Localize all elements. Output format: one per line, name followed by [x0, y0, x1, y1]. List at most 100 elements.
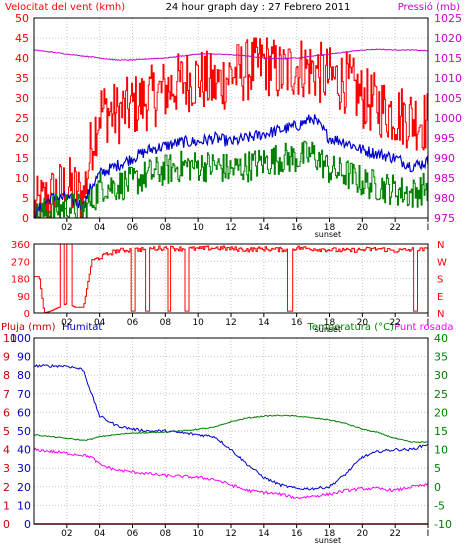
- direction-y-tick-label: 360: [11, 240, 30, 251]
- temperature-y-tick-label: -5: [434, 499, 445, 512]
- direction-x-tick-label: 14: [258, 318, 270, 328]
- temperature-y-tick-label: 35: [434, 351, 448, 364]
- direction-y-tick-label: 90: [17, 292, 30, 303]
- rain-y-tick-label: 0: [3, 518, 10, 531]
- temperature-y-tick-label: 0: [434, 481, 441, 494]
- wind-y-tick-label: 45: [15, 32, 29, 45]
- wind-x-tick-label: 22: [389, 223, 400, 233]
- direction-x-tick-label: I: [427, 318, 430, 328]
- humidity-line: [33, 363, 429, 491]
- rain-axis-title: Pluja (mm): [1, 322, 56, 333]
- temperature-y-tick-label: 25: [434, 388, 448, 401]
- temperature-y-tick-label: 20: [434, 406, 448, 419]
- humidity-y-tick-label: 100: [10, 332, 31, 345]
- humidity-y-tick-label: 50: [17, 425, 31, 438]
- wind-y-tick-label: 15: [15, 152, 29, 165]
- wind-y-tick-label: 25: [15, 112, 29, 125]
- temperature-y-tick-label: 5: [434, 462, 441, 475]
- temperature-y-tick-label: 10: [434, 444, 448, 457]
- climate-x-tick-label: 20: [357, 529, 369, 539]
- climate-x-tick-label: I: [427, 529, 430, 539]
- temperature-line: [33, 414, 429, 444]
- compass-label: S: [437, 275, 443, 286]
- wind-y-tick-label: 0: [22, 212, 29, 225]
- climate-x-tick-label: 14: [258, 529, 270, 539]
- direction-x-tick-label: 18: [324, 318, 336, 328]
- rain-y-tick-label: 5: [3, 425, 10, 438]
- pressure-y-tick-label: 1010: [434, 72, 462, 85]
- wind-gust-line: [34, 37, 429, 219]
- wind-average-line: [33, 114, 429, 219]
- chart-title: 24 hour graph day : 27 Febrero 2011: [166, 2, 351, 13]
- pressure-y-tick-label: 990: [434, 152, 455, 165]
- direction-y-tick-label: 180: [11, 275, 30, 286]
- humidity-y-tick-label: 70: [17, 388, 31, 401]
- direction-y-tick-label: 0: [24, 309, 30, 320]
- rain-y-tick-label: 8: [3, 369, 10, 382]
- direction-x-tick-label: 10: [192, 318, 204, 328]
- pressure-y-tick-label: 975: [434, 212, 455, 225]
- direction-x-tick-label: 02: [61, 318, 72, 328]
- wind-axis-title: Velocitat del vent (kmh): [5, 2, 125, 13]
- temperature-axis-title: Temperatura (°C): [306, 322, 394, 333]
- wind-x-tick-label: 08: [160, 223, 172, 233]
- wind-x-tick-label: 14: [258, 223, 270, 233]
- climate-x-tick-label: 06: [127, 529, 139, 539]
- temperature-y-tick-label: 40: [434, 332, 448, 345]
- rain-y-tick-label: 6: [3, 406, 10, 419]
- rain-y-tick-label: 3: [3, 462, 10, 475]
- climate-x-tick-label: 08: [160, 529, 172, 539]
- rain-y-tick-label: 1: [3, 499, 10, 512]
- compass-label: N: [437, 309, 444, 320]
- climate-x-tick-label: 12: [225, 529, 236, 539]
- pressure-y-tick-label: 1020: [434, 32, 462, 45]
- climate-x-tick-label: 22: [389, 529, 400, 539]
- humidity-y-tick-label: 90: [17, 351, 31, 364]
- pressure-y-tick-label: 985: [434, 172, 455, 185]
- wind-x-tick-label: 10: [192, 223, 204, 233]
- rain-y-tick-label: 10: [3, 332, 17, 345]
- pressure-y-tick-label: 980: [434, 192, 455, 205]
- wind-direction-line: [34, 243, 429, 314]
- wind-y-tick-label: 5: [22, 192, 29, 205]
- humidity-y-tick-label: 10: [17, 499, 31, 512]
- dewpoint-line: [33, 447, 429, 500]
- climate-x-tick-label: 10: [192, 529, 204, 539]
- wind-x-tick-label: 16: [291, 223, 303, 233]
- direction-x-tick-label: 06: [127, 318, 139, 328]
- wind-x-tick-label: I: [427, 223, 430, 233]
- direction-x-tick-label: 08: [160, 318, 172, 328]
- temperature-y-tick-label: 30: [434, 369, 448, 382]
- pressure-axis-title: Pressió (mb): [398, 1, 460, 13]
- humidity-y-tick-label: 30: [17, 462, 31, 475]
- direction-y-tick-label: 270: [11, 257, 30, 268]
- rain-y-tick-label: 7: [3, 388, 10, 401]
- wind-min-line: [34, 140, 429, 219]
- dewpoint-axis-title: Punt rosada: [394, 322, 453, 333]
- wind-x-tick-label: 18: [324, 223, 336, 233]
- humidity-y-tick-label: 60: [17, 406, 31, 419]
- climate-x-tick-label: 16: [291, 529, 303, 539]
- climate-x-tick-label: 18: [324, 529, 336, 539]
- temperature-y-tick-label: 15: [434, 425, 448, 438]
- direction-plot-frame: [33, 243, 429, 314]
- wind-y-tick-label: 10: [15, 172, 29, 185]
- rain-y-tick-label: 2: [3, 481, 10, 494]
- humidity-y-tick-label: 20: [17, 481, 31, 494]
- wind-y-tick-label: 50: [15, 12, 29, 25]
- climate-x-tick-label: 02: [61, 529, 72, 539]
- climate-sunset-label: sunset: [315, 536, 342, 545]
- pressure-y-tick-label: 995: [434, 132, 455, 145]
- compass-label: E: [437, 292, 443, 303]
- compass-label: W: [437, 257, 447, 268]
- wind-x-tick-label: 12: [225, 223, 236, 233]
- wind-y-tick-label: 40: [15, 52, 29, 65]
- compass-label: N: [437, 240, 444, 251]
- wind-y-tick-label: 35: [15, 72, 29, 85]
- humidity-y-tick-label: 0: [24, 518, 31, 531]
- humidity-axis-title: Humitat: [62, 322, 102, 333]
- pressure-y-tick-label: 1025: [434, 12, 462, 25]
- pressure-y-tick-label: 1015: [434, 52, 462, 65]
